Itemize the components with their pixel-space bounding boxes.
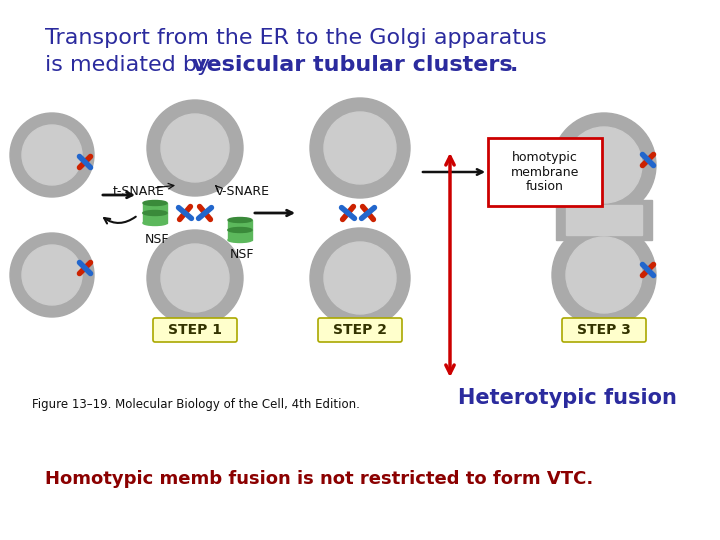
Text: t-SNARE: t-SNARE xyxy=(113,185,165,198)
Bar xyxy=(228,230,252,240)
Text: .: . xyxy=(510,55,518,75)
Circle shape xyxy=(566,237,642,313)
Text: is mediated by: is mediated by xyxy=(45,55,217,75)
Circle shape xyxy=(22,245,82,305)
Ellipse shape xyxy=(143,200,167,206)
Circle shape xyxy=(310,98,410,198)
FancyBboxPatch shape xyxy=(318,318,402,342)
Circle shape xyxy=(147,100,243,196)
FancyBboxPatch shape xyxy=(153,318,237,342)
Circle shape xyxy=(552,113,656,217)
Circle shape xyxy=(161,114,229,182)
Text: Heterotypic fusion: Heterotypic fusion xyxy=(458,388,677,408)
Text: STEP 2: STEP 2 xyxy=(333,323,387,337)
Text: STEP 3: STEP 3 xyxy=(577,323,631,337)
Bar xyxy=(143,203,167,213)
Circle shape xyxy=(324,242,396,314)
Text: NSF: NSF xyxy=(145,233,169,246)
Text: homotypic
membrane
fusion: homotypic membrane fusion xyxy=(510,151,579,193)
Bar xyxy=(566,205,642,235)
Circle shape xyxy=(147,230,243,326)
Circle shape xyxy=(310,228,410,328)
Ellipse shape xyxy=(228,227,252,233)
Bar xyxy=(143,213,167,223)
Text: Homotypic memb fusion is not restricted to form VTC.: Homotypic memb fusion is not restricted … xyxy=(45,470,593,488)
Circle shape xyxy=(22,125,82,185)
Ellipse shape xyxy=(228,238,252,242)
Text: STEP 1: STEP 1 xyxy=(168,323,222,337)
Ellipse shape xyxy=(143,211,167,215)
Text: vesicular tubular clusters: vesicular tubular clusters xyxy=(192,55,513,75)
Circle shape xyxy=(566,127,642,203)
Circle shape xyxy=(161,244,229,312)
Circle shape xyxy=(10,233,94,317)
Text: Figure 13–19. Molecular Biology of the Cell, 4th Edition.: Figure 13–19. Molecular Biology of the C… xyxy=(32,398,360,411)
FancyBboxPatch shape xyxy=(562,318,646,342)
Bar xyxy=(556,200,652,240)
Ellipse shape xyxy=(228,218,252,222)
Bar xyxy=(228,220,252,230)
Text: Transport from the ER to the Golgi apparatus: Transport from the ER to the Golgi appar… xyxy=(45,28,546,48)
FancyBboxPatch shape xyxy=(488,138,602,206)
Text: v-SNARE: v-SNARE xyxy=(216,185,270,198)
Circle shape xyxy=(10,113,94,197)
Ellipse shape xyxy=(228,227,252,233)
Circle shape xyxy=(552,223,656,327)
Text: NSF: NSF xyxy=(230,248,254,261)
Circle shape xyxy=(324,112,396,184)
Ellipse shape xyxy=(143,211,167,215)
Ellipse shape xyxy=(143,220,167,226)
